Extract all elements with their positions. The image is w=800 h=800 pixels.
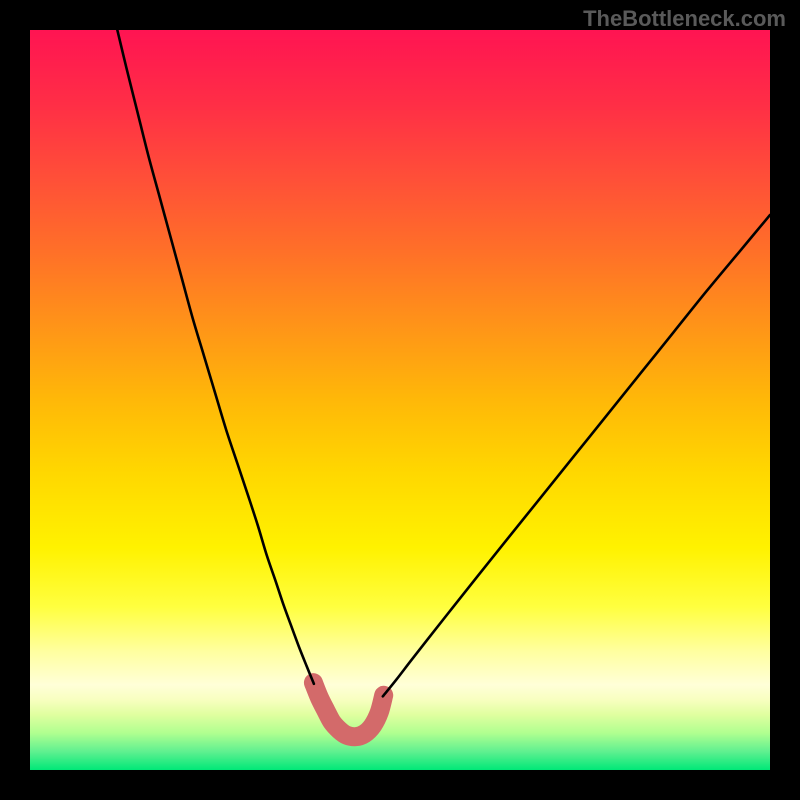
chart-container: TheBottleneck.com — [0, 0, 800, 800]
valley-marker — [313, 683, 383, 737]
watermark-text: TheBottleneck.com — [583, 6, 786, 32]
plot-area — [30, 30, 770, 770]
curve-layer — [30, 30, 770, 770]
right-curve — [383, 215, 770, 696]
left-curve — [117, 30, 314, 684]
